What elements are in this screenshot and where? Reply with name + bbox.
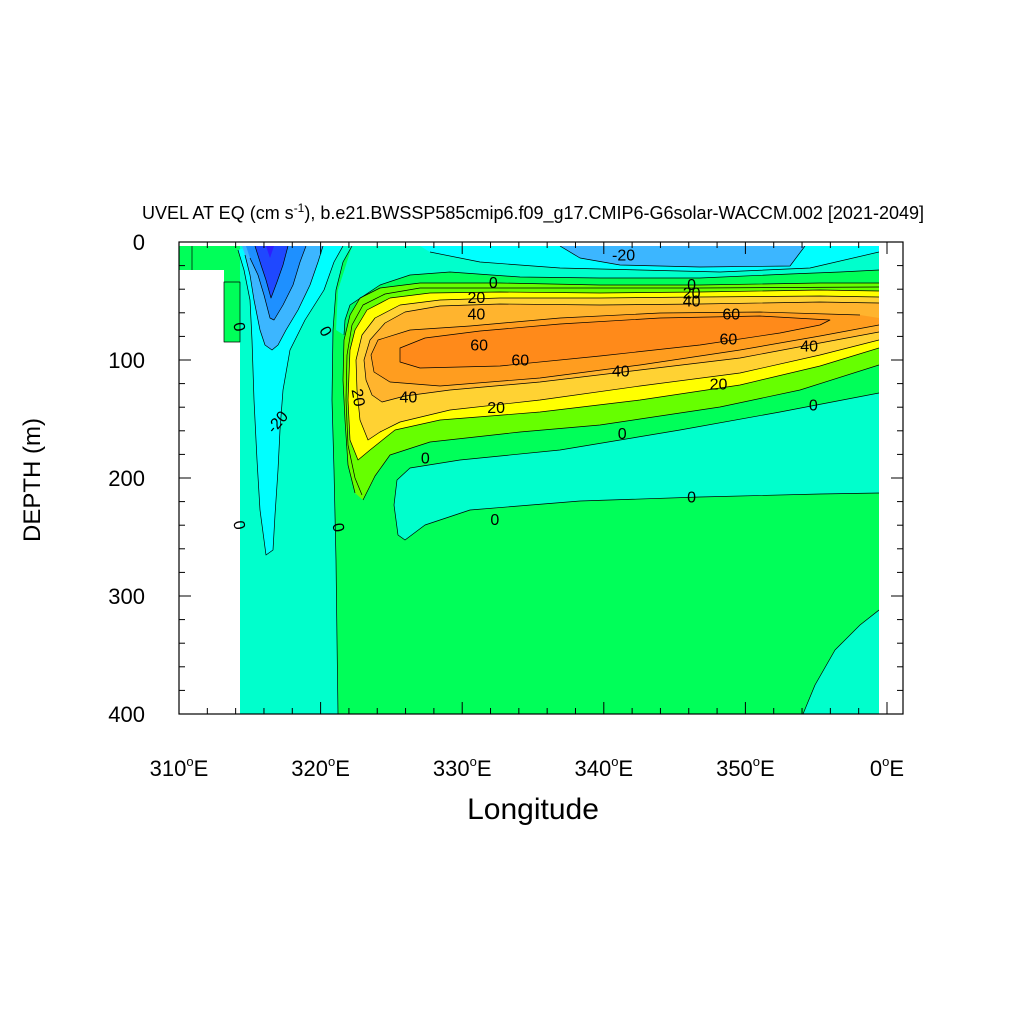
contour-label-4: 20 <box>683 285 701 302</box>
contour-line-jet-30 <box>355 295 879 441</box>
contour-label-3: 20 <box>467 290 485 307</box>
contour-label-5: 40 <box>467 307 485 324</box>
contour-line-layer <box>191 246 879 714</box>
contour-label-22: 0 <box>229 321 247 333</box>
contour-line-undercurrent-m40 <box>254 246 289 299</box>
y-tick-label: 200 <box>108 466 145 491</box>
region-lower-eastern-negative <box>803 610 879 714</box>
contour-line-jet-40 <box>363 301 879 403</box>
contour-line-surface-0 <box>343 269 879 336</box>
x-tick-label: 350oE <box>716 754 775 781</box>
contour-label-6: 40 <box>683 294 701 311</box>
contour-line-jet-0-top <box>342 282 879 494</box>
contour-label-0: -20 <box>612 248 635 265</box>
contour-label-26: 0 <box>328 522 346 534</box>
contour-label-16: 40 <box>399 389 417 406</box>
contour-line-jet-20 <box>347 289 879 461</box>
region-undercurrent-core <box>255 246 288 298</box>
region-surface-core <box>560 246 805 267</box>
contour-label-11: 60 <box>511 353 529 370</box>
y-tick-label: 0 <box>133 230 145 255</box>
region-undercurrent-peak <box>266 246 274 258</box>
chart-title: UVEL AT EQ (cm s-1), b.e21.BWSSP585cmip6… <box>142 201 924 224</box>
contour-line-west-0 <box>331 246 353 714</box>
contour-line-surface-m10 <box>429 251 879 273</box>
contour-label-7: 60 <box>722 307 740 324</box>
contour-line-coastal <box>191 246 241 343</box>
contour-label-21: 0 <box>490 512 499 529</box>
contour-label-12: 40 <box>612 363 630 380</box>
region-jet-core <box>400 316 830 368</box>
contour-fill-layer <box>179 246 879 714</box>
contour-line-deep-lens <box>393 392 879 541</box>
contour-line-lower-eastern <box>802 609 879 714</box>
contour-label-10: 60 <box>470 337 488 354</box>
y-axis-title: DEPTH (m) <box>19 418 46 542</box>
contour-line-jet-60 <box>399 315 831 369</box>
x-tick-label: 310oE <box>150 754 209 781</box>
region-coastal-green-shelf <box>224 282 240 342</box>
contour-line-lower-0 <box>362 364 879 501</box>
contour-label-14: 0 <box>809 398 818 415</box>
contour-label-13: 20 <box>710 376 728 393</box>
contour-line-jet-50 <box>370 311 879 387</box>
region-coastal-green-top <box>179 246 192 270</box>
contour-label-19: 0 <box>421 451 430 468</box>
contour-label-1: 0 <box>489 275 498 292</box>
y-tick-label: 300 <box>108 584 145 609</box>
contour-label-15: 20 <box>347 388 367 409</box>
contour-label-2: 0 <box>687 277 696 294</box>
y-tick-label: 400 <box>108 702 145 727</box>
x-axis-title: Longitude <box>467 793 599 826</box>
contour-label-9: 40 <box>800 339 818 356</box>
contour-line-undercurrent-m10 <box>237 246 344 556</box>
contour-label-8: 60 <box>720 331 738 348</box>
y-tick-label: 100 <box>108 348 145 373</box>
contour-line-surface-m20 <box>559 246 806 268</box>
x-tick-label: 320oE <box>291 754 350 781</box>
contour-line-undercurrent-m30 <box>249 246 307 321</box>
contour-line-undercurrent-m20 <box>244 246 324 351</box>
region-deep-negative-lens <box>394 393 879 540</box>
x-tick-label: 330oE <box>433 754 492 781</box>
x-tick-label: 0oE <box>870 754 904 781</box>
x-tick-label: 340oE <box>574 754 633 781</box>
contour-label-17: 20 <box>487 400 505 417</box>
contour-label-18: 0 <box>618 426 627 443</box>
contour-line-jet-10 <box>345 286 879 496</box>
contour-label-25: 0 <box>229 519 247 531</box>
region-land-mask <box>179 270 240 714</box>
contour-label-20: 0 <box>687 490 696 507</box>
x-axis: 310oE 320oE 330oE 340oE 350oE 0oE <box>150 242 904 781</box>
